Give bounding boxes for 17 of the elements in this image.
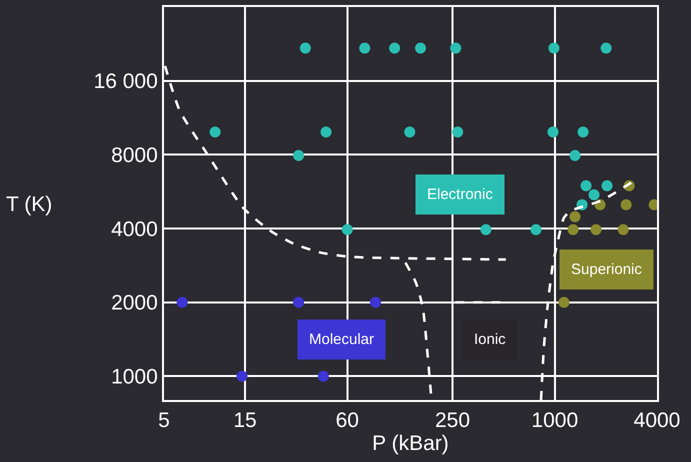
annotation: Superionic (571, 261, 642, 278)
y-tick-label: 1000 (111, 366, 158, 389)
x-tick-label: 15 (233, 409, 257, 432)
x-tick-label: 5 (158, 409, 170, 432)
y-tick-label: 4000 (111, 218, 158, 241)
annotation: Electronic (427, 186, 494, 203)
annotation: Ionic (474, 331, 506, 348)
y-axis-title: T (K) (6, 193, 52, 216)
x-tick-label: 4000 (634, 409, 680, 432)
y-tick-label: 16 000 (94, 70, 158, 94)
x-axis-title: P (kBar) (372, 432, 449, 456)
y-tick-label: 8000 (111, 144, 158, 168)
x-tick-label: 1000 (531, 409, 578, 432)
x-tick-label: 60 (336, 409, 359, 432)
x-tick-label: 250 (434, 409, 470, 432)
annotation: Molecular (309, 331, 374, 348)
y-tick-label: 2000 (111, 292, 158, 315)
